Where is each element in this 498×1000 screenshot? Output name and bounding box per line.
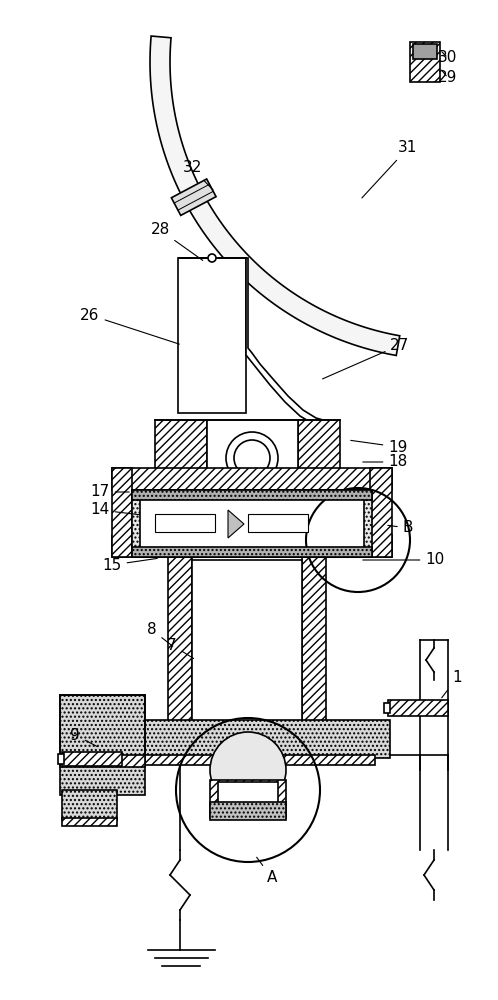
Bar: [178, 258, 246, 413]
Text: 28: 28: [150, 223, 203, 260]
Bar: [132, 490, 372, 557]
Text: 7: 7: [167, 638, 194, 659]
Polygon shape: [228, 510, 244, 538]
Text: 15: 15: [103, 558, 157, 572]
Bar: [62, 818, 117, 826]
Bar: [132, 490, 372, 500]
Bar: [210, 802, 286, 820]
Bar: [370, 468, 392, 557]
Text: 29: 29: [438, 70, 458, 86]
Text: 1: 1: [442, 670, 462, 698]
Bar: [95, 720, 390, 758]
Bar: [62, 752, 122, 766]
Bar: [410, 42, 440, 82]
Circle shape: [210, 732, 286, 808]
Bar: [388, 700, 448, 716]
Bar: [112, 468, 132, 557]
Polygon shape: [178, 258, 330, 428]
Text: 19: 19: [351, 440, 408, 454]
Bar: [58, 754, 64, 764]
Bar: [168, 490, 192, 760]
Polygon shape: [171, 179, 216, 215]
Text: 17: 17: [90, 485, 129, 499]
Text: 9: 9: [70, 728, 98, 747]
Bar: [155, 420, 207, 500]
Circle shape: [226, 432, 278, 484]
Bar: [210, 780, 286, 818]
Bar: [60, 695, 145, 795]
Bar: [298, 420, 340, 500]
Bar: [62, 790, 117, 820]
Circle shape: [208, 254, 216, 262]
Polygon shape: [248, 514, 308, 532]
Text: 27: 27: [323, 338, 410, 379]
Bar: [302, 490, 326, 760]
Text: 8: 8: [147, 622, 173, 646]
Text: 14: 14: [90, 502, 139, 518]
Polygon shape: [150, 36, 400, 355]
Bar: [207, 420, 298, 500]
Text: 31: 31: [362, 140, 418, 198]
Bar: [112, 535, 392, 557]
Text: A: A: [256, 857, 277, 886]
Text: 18: 18: [363, 454, 408, 470]
Text: B: B: [388, 520, 413, 536]
Text: 32: 32: [182, 160, 213, 190]
Text: 10: 10: [363, 552, 445, 568]
Text: 26: 26: [80, 308, 179, 344]
Bar: [384, 703, 390, 713]
Bar: [218, 782, 278, 812]
Bar: [192, 560, 302, 760]
Text: 30: 30: [438, 50, 458, 66]
Bar: [125, 755, 375, 765]
Polygon shape: [155, 514, 215, 532]
Bar: [60, 755, 145, 767]
Bar: [112, 468, 392, 490]
Bar: [413, 44, 437, 59]
Bar: [140, 498, 364, 548]
Bar: [132, 547, 372, 557]
